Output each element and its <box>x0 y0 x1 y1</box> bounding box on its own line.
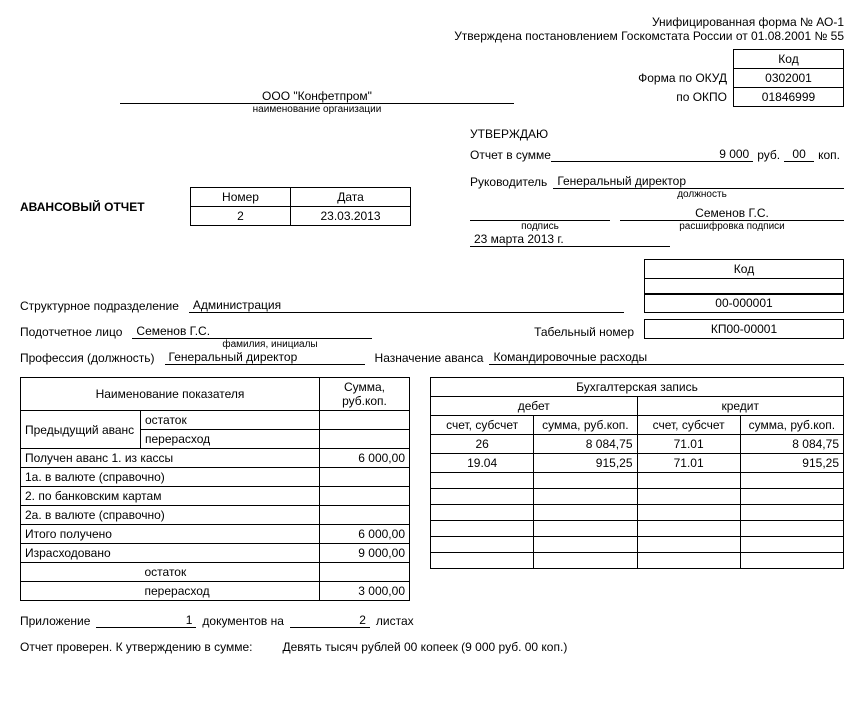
approve-sum: 9 000 <box>551 147 753 162</box>
cell-okud: 0302001 <box>734 69 844 88</box>
cell-r3: 2. по банковским картам <box>21 487 320 506</box>
cell-r1-da: 19.04 <box>431 454 534 473</box>
cell-prev: Предыдущий аванс <box>21 411 141 449</box>
cell-okpo-label: по ОКПО <box>544 88 734 107</box>
person-caption: фамилия, инициалы <box>150 339 390 350</box>
person-label: Подотчетное лицо <box>20 325 122 339</box>
app-docs-label: документов на <box>202 614 284 628</box>
right-code1: 00-000001 <box>644 293 844 313</box>
cell-r0-ds: 8 084,75 <box>534 435 637 454</box>
cell-ost2: остаток <box>141 563 320 582</box>
cell-kod2-label: Код <box>645 260 844 279</box>
rub-label: руб. <box>753 148 784 162</box>
indicators-table: Наименование показателя Сумма, руб.коп. … <box>20 377 410 601</box>
prof-val: Генеральный директор <box>165 350 365 365</box>
cell-r0-cs: 8 084,75 <box>740 435 843 454</box>
cell-r1-ca: 71.01 <box>637 454 740 473</box>
cell-date: 23.03.2013 <box>291 207 411 226</box>
cell-r5: Итого получено <box>21 525 320 544</box>
cell-okpo: 01846999 <box>734 88 844 107</box>
cell-pere2: перерасход <box>141 582 320 601</box>
leader-position: Генеральный директор <box>553 174 844 189</box>
cell-ds-h: сумма, руб.коп. <box>534 416 637 435</box>
cell-r0-ca: 71.01 <box>637 435 740 454</box>
cell-date-label: Дата <box>291 188 411 207</box>
cell-r1-ds: 915,25 <box>534 454 637 473</box>
app-sheets: 2 <box>290 613 370 628</box>
cell-r6: Израсходовано <box>21 544 320 563</box>
check-label: Отчет проверен. К утверждению в сумме: <box>20 640 252 654</box>
app-docs: 1 <box>96 613 196 628</box>
cell-da-h: счет, субсчет <box>431 416 534 435</box>
app-label: Приложение <box>20 614 90 628</box>
purpose-label: Назначение аванса <box>375 351 484 365</box>
cell-pere: перерасход <box>141 430 320 449</box>
cell-v7: 3 000,00 <box>320 582 410 601</box>
prof-label: Профессия (должность) <box>20 351 155 365</box>
right-code2: КП00-00001 <box>644 319 844 339</box>
cell-ca-h: счет, субсчет <box>637 416 740 435</box>
cell-okud-label: Форма по ОКУД <box>544 69 734 88</box>
code-box: Код Форма по ОКУД 0302001 по ОКПО 018469… <box>544 49 844 107</box>
position-caption: должность <box>560 189 844 200</box>
cell-r2: 1а. в валюте (справочно) <box>21 468 320 487</box>
cell-lt-h2: Сумма, руб.коп. <box>320 378 410 411</box>
app-sheets-label: листах <box>376 614 414 628</box>
cell-v5: 6 000,00 <box>320 525 410 544</box>
struct-val: Администрация <box>189 298 624 313</box>
cell-cs-h: сумма, руб.коп. <box>740 416 843 435</box>
org-name: ООО "Конфетпром" <box>120 89 514 104</box>
cell-rt-title: Бухгалтерская запись <box>431 378 844 397</box>
cell-r0-da: 26 <box>431 435 534 454</box>
cell-lt-h1: Наименование показателя <box>21 378 320 411</box>
cell-r1-cs: 915,25 <box>740 454 843 473</box>
accounting-table: Бухгалтерская запись дебет кредит счет, … <box>430 377 844 569</box>
cell-num-label: Номер <box>191 188 291 207</box>
cell-credit: кредит <box>637 397 844 416</box>
person-val: Семенов Г.С. <box>132 324 372 339</box>
sign-caption: подпись <box>470 221 610 232</box>
form-header-line1: Унифицированная форма № АО-1 <box>20 15 844 29</box>
form-header-line2: Утверждена постановлением Госкомстата Ро… <box>20 29 844 43</box>
cell-code2: КП00-00001 <box>645 320 844 339</box>
org-caption: наименование организации <box>120 104 514 115</box>
cell-ost: остаток <box>141 411 320 430</box>
sign-field <box>470 207 610 221</box>
cell-r4: 2а. в валюте (справочно) <box>21 506 320 525</box>
doc-title: АВАНСОВЫЙ ОТЧЕТ <box>20 200 190 214</box>
approve-sum-label: Отчет в сумме <box>470 148 551 162</box>
leader-name: Семенов Г.С. <box>620 206 844 221</box>
right-code-box: Код <box>644 259 844 295</box>
approve-title: УТВЕРЖДАЮ <box>470 127 844 141</box>
cell-v6: 9 000,00 <box>320 544 410 563</box>
cell-kod-label: Код <box>734 50 844 69</box>
cell-code1: 00-000001 <box>645 294 844 313</box>
tabnum-label: Табельный номер <box>534 325 634 339</box>
kop-label: коп. <box>814 148 844 162</box>
check-val: Девять тысяч рублей 00 копеек (9 000 руб… <box>282 640 567 654</box>
struct-label: Структурное подразделение <box>20 299 179 313</box>
purpose-val: Командировочные расходы <box>489 350 844 365</box>
approve-date: 23 марта 2013 г. <box>470 232 670 247</box>
cell-num: 2 <box>191 207 291 226</box>
cell-r1: Получен аванс 1. из кассы <box>21 449 320 468</box>
approve-kop-val: 00 <box>784 147 814 162</box>
leader-label: Руководитель <box>470 175 547 189</box>
num-date-table: Номер Дата 2 23.03.2013 <box>190 187 411 226</box>
cell-debit: дебет <box>431 397 638 416</box>
name-caption: расшифровка подписи <box>620 221 844 232</box>
cell-v1: 6 000,00 <box>320 449 410 468</box>
